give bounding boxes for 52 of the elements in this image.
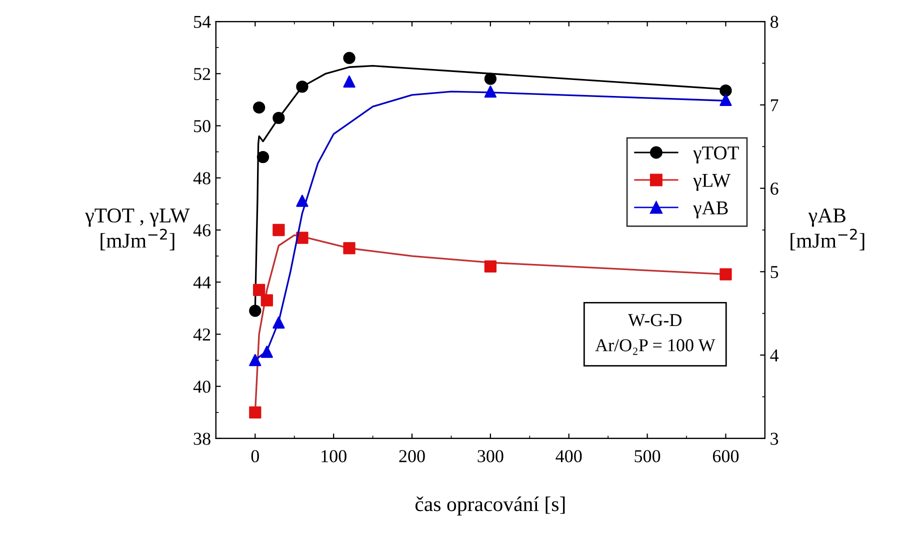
y2-tick-label: 3: [770, 432, 778, 445]
point: [296, 232, 308, 244]
point: [249, 354, 262, 366]
y-axis-title: γTOT , γLW [mJm$^{−2}$]: [85, 208, 190, 250]
y-tick-label: 40: [193, 380, 210, 393]
point: [272, 316, 285, 329]
y-tick-label: 42: [193, 328, 210, 340]
point: [296, 194, 308, 207]
y-tick-label: 46: [193, 224, 211, 236]
y2-tick-label: 7: [770, 99, 778, 112]
point: [720, 84, 732, 97]
point: [343, 52, 356, 64]
x-tick-label: 600: [712, 450, 739, 462]
y-tick-label: 44: [193, 276, 211, 288]
point: [272, 112, 285, 124]
x-tick-label: 400: [556, 450, 582, 462]
point: [249, 304, 262, 317]
legend-label: γTOT: [693, 146, 739, 164]
point: [484, 72, 497, 85]
y-tick-label: 50: [194, 120, 210, 132]
point: [256, 150, 270, 164]
point: [343, 242, 356, 254]
point: [343, 75, 356, 88]
point: [253, 284, 266, 296]
point: [484, 260, 497, 273]
y-tick-label: 38: [194, 432, 210, 445]
point: [249, 406, 262, 418]
y2-tick-label: 6: [770, 182, 778, 195]
x-axis-title: čas opracování [s]: [415, 496, 565, 516]
y-tick-label: 54: [194, 16, 211, 28]
y2-axis-title: γAB [mJm$^{−2}$]: [790, 208, 864, 250]
point: [260, 294, 273, 306]
point: [720, 94, 732, 106]
y2-tick-label: 8: [770, 16, 778, 28]
x-tick-label: 300: [478, 450, 504, 462]
y2-tick-label: 5: [770, 266, 778, 278]
legend-label: γLW: [693, 174, 731, 191]
y-tick-label: 48: [193, 172, 210, 184]
annotation: W-G-D Ar/O₂P = 100 W: [595, 314, 716, 355]
y-tick-label: 52: [194, 68, 210, 80]
point: [272, 224, 285, 236]
point: [296, 80, 308, 93]
point: [484, 85, 497, 98]
point: [253, 101, 266, 114]
x-tick-label: 500: [634, 450, 660, 462]
y2-tick-label: 4: [770, 349, 779, 362]
x-tick-label: 200: [399, 450, 425, 462]
legend-label: γAB: [693, 201, 728, 218]
point: [260, 346, 273, 358]
x-tick-label: 0: [251, 450, 259, 462]
point: [720, 268, 732, 280]
x-tick-label: 100: [322, 450, 346, 462]
